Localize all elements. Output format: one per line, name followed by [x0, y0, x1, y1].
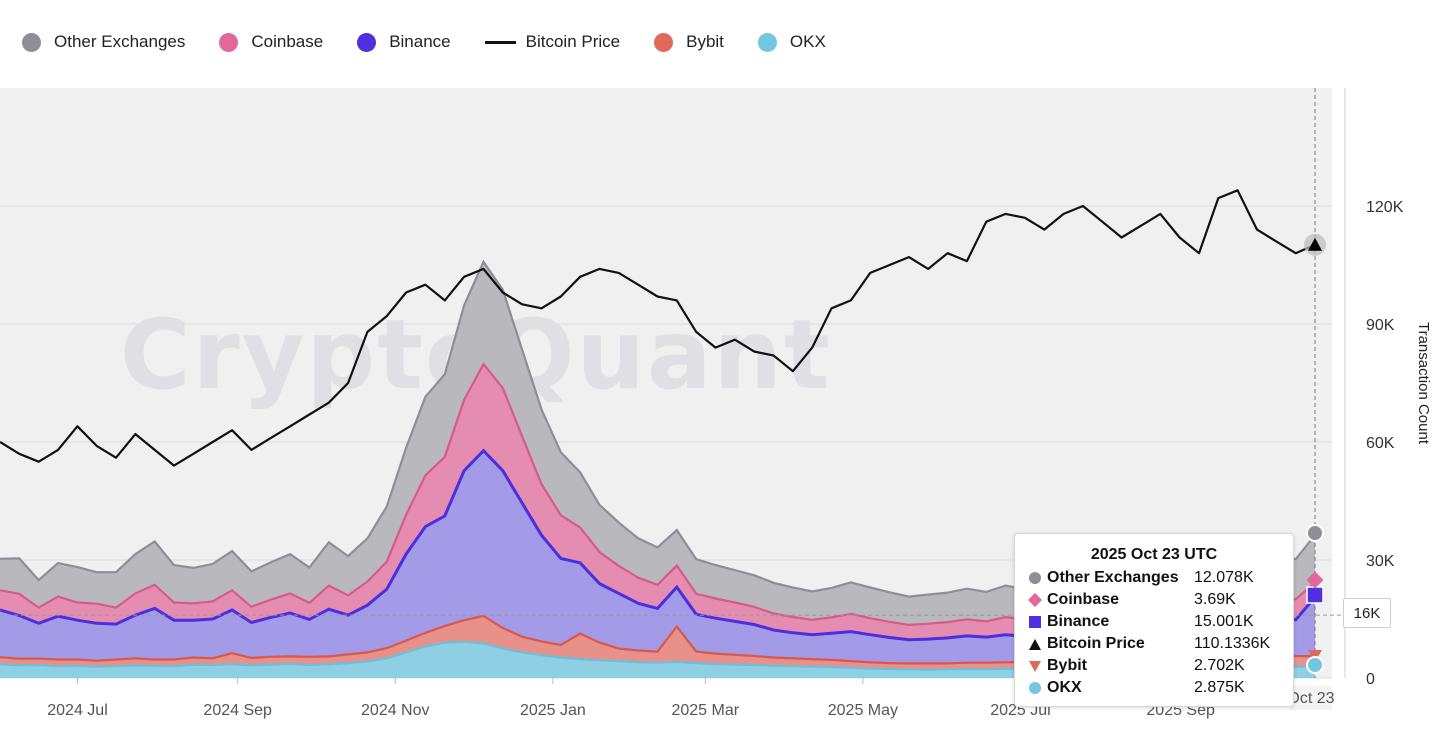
- legend-label: OKX: [789, 32, 826, 51]
- tooltip-series-name: Binance: [1047, 613, 1110, 630]
- y-tick-label: 30K: [1366, 553, 1395, 570]
- data-tooltip: 2025 Oct 23 UTC Other Exchanges 12.078K Co…: [1014, 533, 1294, 707]
- legend-item-other-exchanges[interactable]: Other Exchanges: [22, 32, 185, 52]
- legend-dot-icon: [654, 32, 674, 52]
- binance-hover-marker: [1306, 586, 1324, 604]
- tooltip-series-value: 110.1336K: [1194, 635, 1271, 652]
- bitcoin-price-line: [0, 189, 1316, 467]
- legend-dot-icon: [357, 32, 377, 52]
- tooltip-series-name: OKX: [1047, 679, 1082, 696]
- tooltip-row: Other Exchanges 12.078K: [1015, 567, 1293, 589]
- triangle-down-marker-icon: [1029, 660, 1041, 672]
- y-tick-label: 0: [1366, 671, 1375, 688]
- coinbase-hover-marker: [1306, 571, 1324, 589]
- area-other-exchanges: [0, 261, 1315, 678]
- circle-marker-icon: [1029, 572, 1041, 584]
- chart-legend: Other Exchanges Coinbase Binance Bitcoin Pr…: [22, 22, 860, 62]
- legend-label: Other Exchanges: [54, 32, 186, 51]
- tooltip-series-name: Coinbase: [1047, 591, 1120, 608]
- tooltip-series-value: 3.69K: [1194, 591, 1236, 608]
- tooltip-rows: Other Exchanges 12.078K Coinbase 3.69K Binan…: [1015, 567, 1293, 699]
- tooltip-row: Bitcoin Price 110.1336K: [1015, 633, 1293, 655]
- tooltip-title: 2025 Oct 23 UTC: [1090, 546, 1218, 563]
- legend-item-binance[interactable]: Binance: [357, 32, 451, 52]
- other-hover-marker: [1306, 524, 1324, 542]
- legend-item-coinbase[interactable]: Coinbase: [219, 32, 323, 52]
- y-axis-title: Transaction Count: [1415, 322, 1432, 445]
- legend-label: Binance: [389, 32, 451, 51]
- tooltip-row: OKX 2.875K: [1015, 677, 1293, 699]
- legend-label: Bitcoin Price: [525, 32, 621, 51]
- x-tick-label: 2024 Jul: [47, 702, 108, 719]
- tooltip-series-name: Other Exchanges: [1047, 569, 1179, 586]
- y-tick-label: 120K: [1366, 199, 1404, 216]
- tooltip-series-name: Bybit: [1047, 657, 1087, 674]
- legend-dot-icon: [22, 32, 41, 52]
- y-tick-label: 90K: [1366, 317, 1395, 334]
- tooltip-row: Binance 15.001K: [1015, 611, 1293, 633]
- crosshair-value-label: 16K: [1343, 598, 1391, 628]
- area-okx: [0, 641, 1315, 678]
- tooltip-series-value: 2.875K: [1194, 679, 1245, 696]
- x-tick-label: 2024 Nov: [361, 702, 430, 719]
- area-bybit: [0, 615, 1315, 678]
- legend-dot-icon: [757, 32, 777, 52]
- legend-label: Bybit: [686, 32, 724, 51]
- legend-item-okx[interactable]: OKX: [757, 32, 826, 52]
- tooltip-row: Coinbase 3.69K: [1015, 589, 1293, 611]
- area-binance: [0, 450, 1315, 678]
- triangle-up-marker-icon: [1029, 638, 1041, 650]
- legend-item-bitcoin-price[interactable]: Bitcoin Price: [484, 32, 621, 52]
- y-tick-label: 60K: [1366, 435, 1395, 452]
- circle-marker-icon: [1029, 682, 1041, 694]
- hover-date-bg: [1290, 686, 1332, 710]
- tooltip-series-value: 15.001K: [1194, 613, 1254, 630]
- x-tick-label: 2024 Sep: [203, 702, 272, 719]
- area-coinbase: [0, 364, 1315, 678]
- legend-line-icon: [484, 40, 516, 44]
- tooltip-series-name: Bitcoin Price: [1047, 635, 1145, 652]
- legend-dot-icon: [219, 32, 239, 52]
- tooltip-series-value: 2.702K: [1194, 657, 1245, 674]
- price-hover-marker: [1308, 237, 1322, 251]
- x-tick-label: 2025 Mar: [671, 702, 739, 719]
- legend-label: Coinbase: [251, 32, 324, 51]
- square-marker-icon: [1029, 616, 1041, 628]
- tooltip-series-value: 12.078K: [1194, 569, 1254, 586]
- tooltip-row: Bybit 2.702K: [1015, 655, 1293, 677]
- okx-hover-marker: [1306, 656, 1324, 674]
- x-tick-label: 2025 May: [828, 702, 898, 719]
- diamond-marker-icon: [1027, 592, 1043, 608]
- hover-date-label: Oct 23: [1287, 690, 1334, 707]
- x-tick-label: 2025 Jan: [520, 702, 586, 719]
- legend-item-bybit[interactable]: Bybit: [654, 32, 724, 52]
